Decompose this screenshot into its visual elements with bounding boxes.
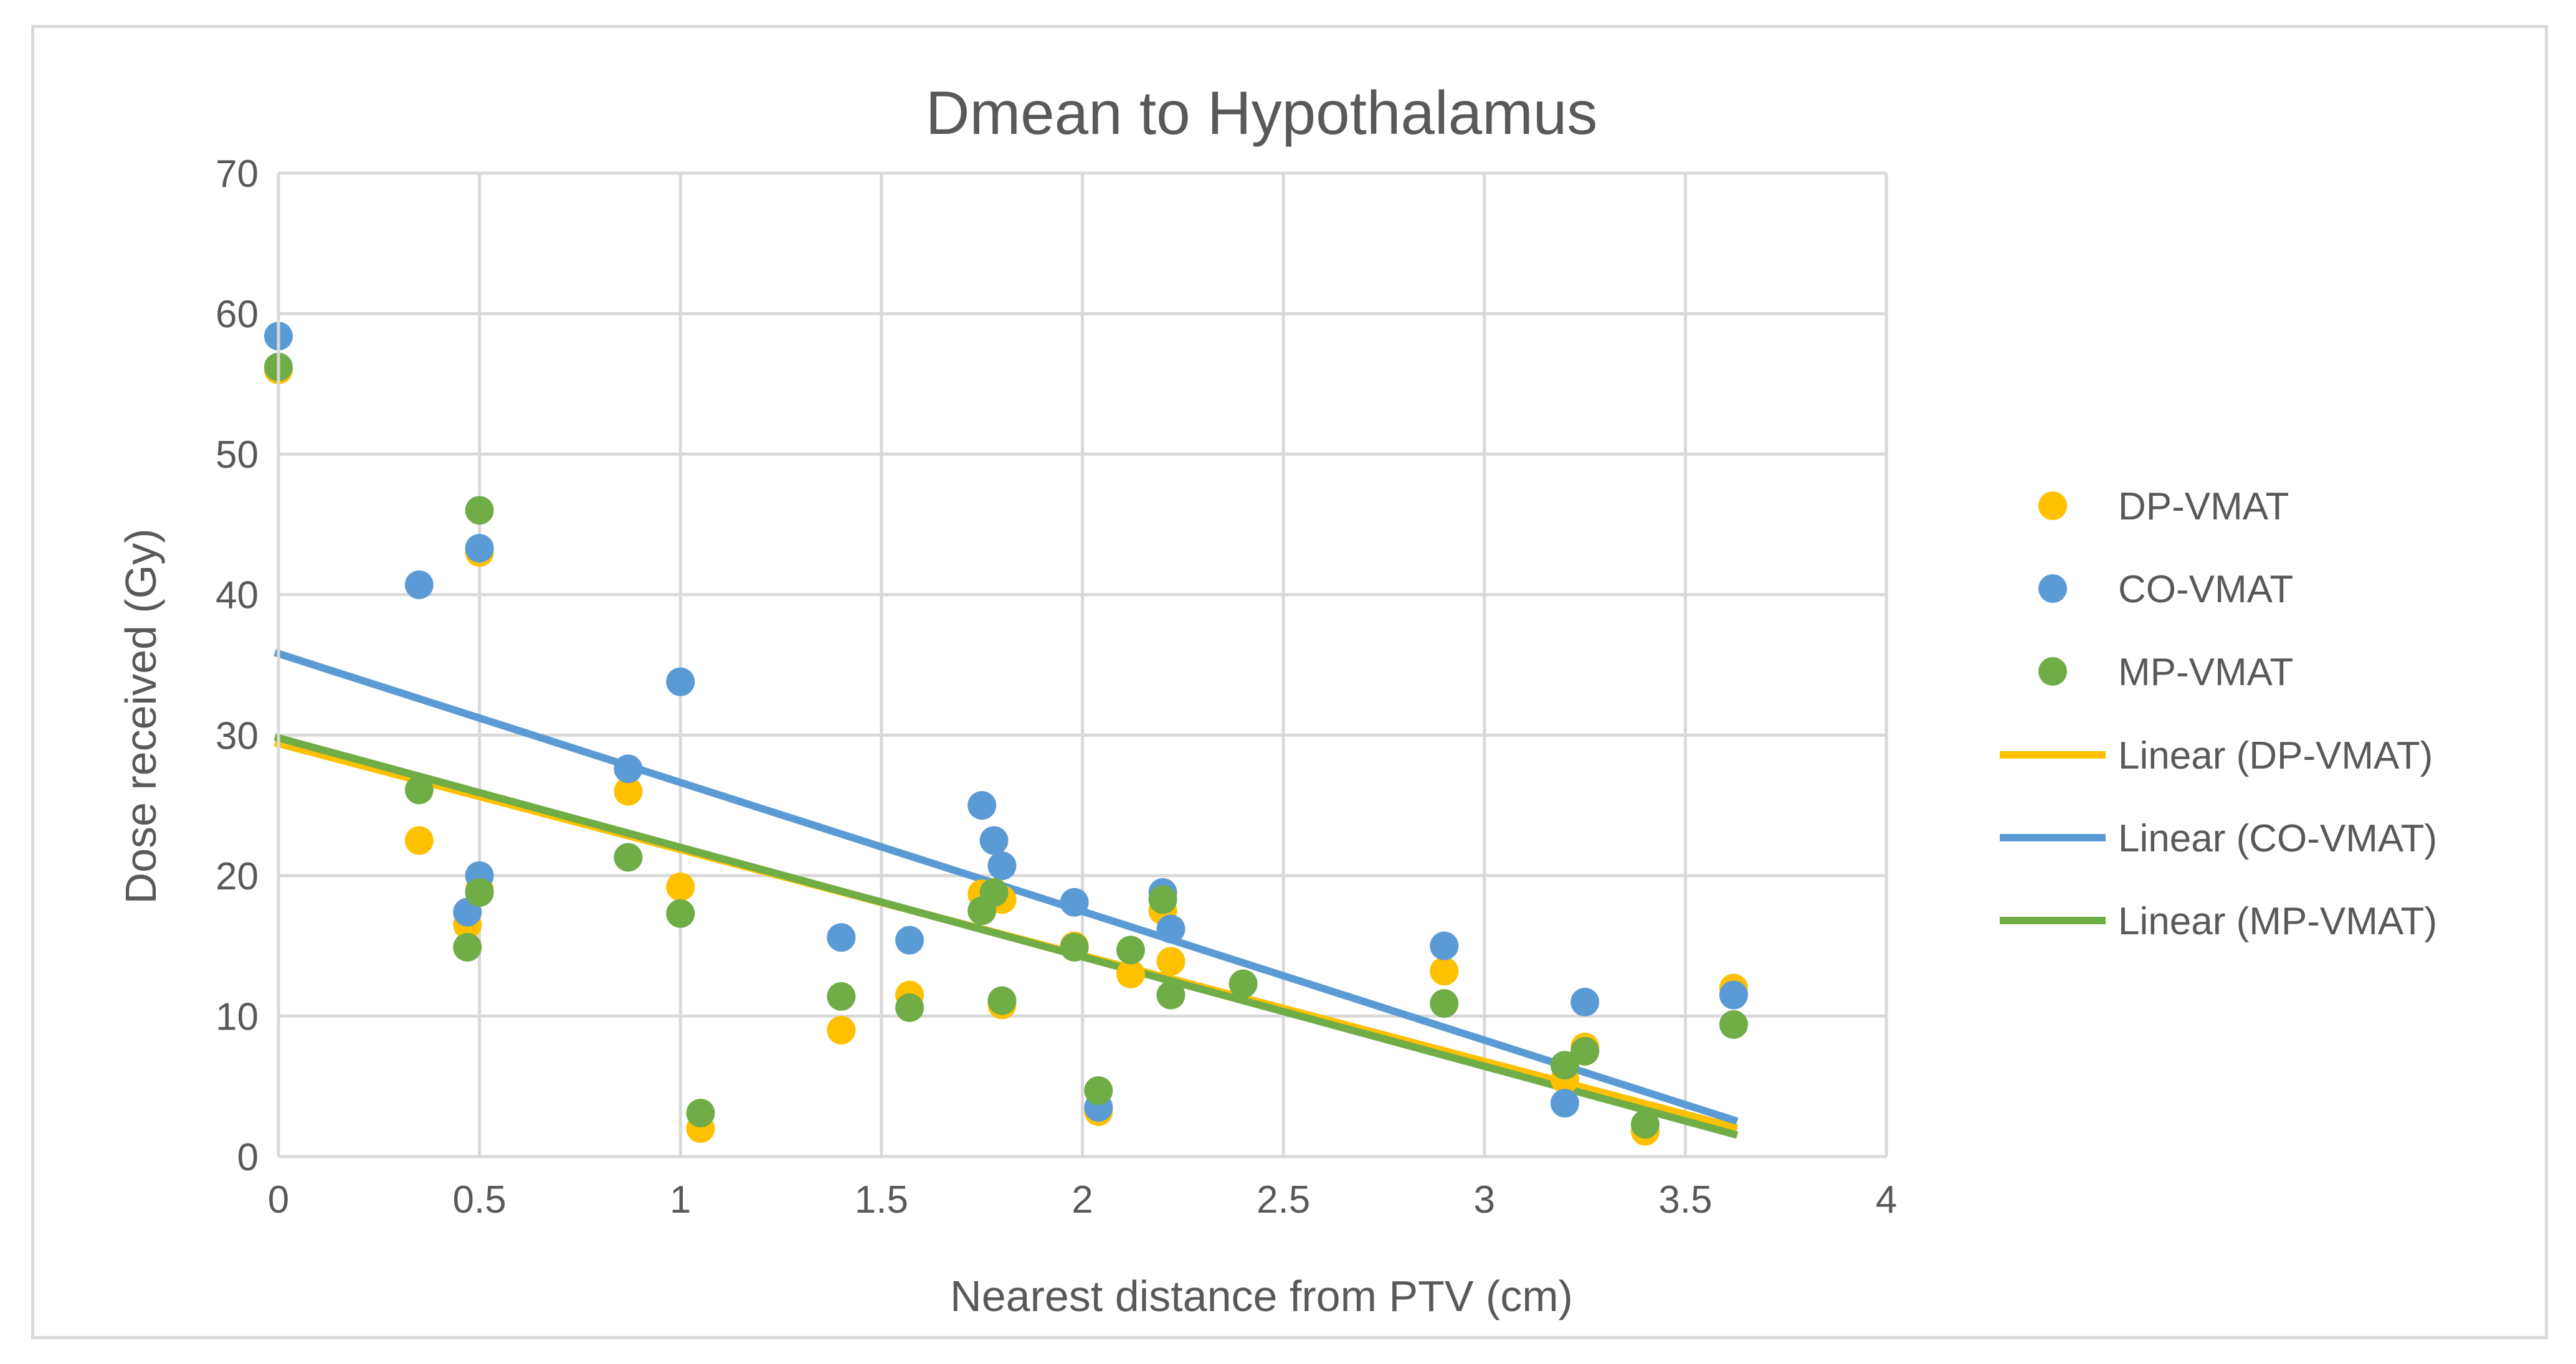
y-tick-label: 30 xyxy=(216,714,259,757)
point-mp-vmat xyxy=(979,878,1009,907)
point-mp-vmat xyxy=(895,993,924,1022)
point-co-vmat xyxy=(967,791,997,820)
point-mp-vmat xyxy=(1116,935,1145,965)
point-co-vmat xyxy=(404,570,434,599)
point-mp-vmat xyxy=(1630,1110,1660,1139)
y-tick-label: 20 xyxy=(216,855,259,898)
point-mp-vmat xyxy=(666,899,695,928)
point-mp-vmat xyxy=(1084,1076,1113,1105)
point-mp-vmat xyxy=(1571,1036,1600,1066)
x-tick-label: 2.5 xyxy=(1257,1178,1310,1221)
point-mp-vmat xyxy=(453,932,482,962)
legend: DP-VMAT CO-VMAT MP-VMAT Linear (DP-VMAT) Lin… xyxy=(2000,485,2437,943)
point-co-vmat xyxy=(1719,980,1748,1010)
point-dp-vmat xyxy=(404,826,434,855)
point-mp-vmat xyxy=(686,1099,715,1128)
chart-frame xyxy=(31,25,2548,1339)
legend-label: Linear (MP-VMAT) xyxy=(2118,900,2437,943)
x-axis-label: Nearest distance from PTV (cm) xyxy=(950,1272,1573,1320)
y-tick-label: 40 xyxy=(216,574,259,617)
legend-label: CO-VMAT xyxy=(2118,568,2293,611)
chart-title: Dmean to Hypothalamus xyxy=(926,78,1598,147)
x-tick-label: 1 xyxy=(670,1178,691,1221)
legend-label: Linear (CO-VMAT) xyxy=(2118,817,2437,860)
point-co-vmat xyxy=(1156,914,1186,944)
point-mp-vmat xyxy=(1156,980,1186,1010)
y-tick-label: 60 xyxy=(216,293,259,336)
data-points xyxy=(264,321,1748,1146)
point-co-vmat xyxy=(1430,931,1459,960)
point-dp-vmat xyxy=(1156,947,1186,976)
point-mp-vmat xyxy=(827,982,856,1011)
legend-marker xyxy=(2038,574,2067,603)
legend-marker xyxy=(2038,657,2067,686)
y-tick-label: 0 xyxy=(237,1136,259,1179)
point-dp-vmat xyxy=(827,1015,856,1044)
point-mp-vmat xyxy=(1229,969,1258,998)
y-tick-label: 50 xyxy=(216,433,259,476)
point-co-vmat xyxy=(987,851,1017,881)
x-tick-label: 1.5 xyxy=(855,1178,908,1221)
point-co-vmat xyxy=(979,826,1009,855)
x-tick-label: 4 xyxy=(1876,1178,1897,1221)
point-mp-vmat xyxy=(1550,1051,1579,1080)
point-co-vmat xyxy=(1060,888,1089,917)
legend-label: MP-VMAT xyxy=(2118,651,2293,694)
y-tick-label: 10 xyxy=(216,995,259,1038)
trendline-linear-mp-vmat xyxy=(273,733,1739,1139)
point-mp-vmat xyxy=(1060,932,1089,962)
point-dp-vmat xyxy=(1116,959,1145,988)
gridlines xyxy=(278,171,1888,1157)
x-tick-label: 0.5 xyxy=(453,1178,506,1221)
x-tick-label: 0 xyxy=(268,1178,289,1221)
y-tick-label: 70 xyxy=(216,153,259,196)
point-mp-vmat xyxy=(614,843,643,872)
point-dp-vmat xyxy=(614,777,643,806)
point-mp-vmat xyxy=(987,986,1017,1015)
point-co-vmat xyxy=(895,926,924,955)
point-co-vmat xyxy=(1550,1089,1579,1118)
point-mp-vmat xyxy=(1430,989,1459,1018)
point-co-vmat xyxy=(614,754,643,784)
y-axis-label: Dose received (Gy) xyxy=(116,529,165,904)
point-mp-vmat xyxy=(1148,885,1177,914)
point-mp-vmat xyxy=(1719,1010,1748,1039)
point-co-vmat xyxy=(465,534,494,563)
legend-marker xyxy=(2038,491,2067,520)
point-co-vmat xyxy=(827,923,856,952)
point-dp-vmat xyxy=(666,872,695,901)
point-dp-vmat xyxy=(1430,957,1459,986)
point-co-vmat xyxy=(666,667,695,696)
legend-label: Linear (DP-VMAT) xyxy=(2118,734,2433,777)
axes: 0 10 20 30 40 50 60 70 0 0.5 1 1.5 2 2.5 3 3.5 4 xyxy=(216,153,1897,1221)
point-mp-vmat xyxy=(465,878,494,907)
x-tick-label: 3 xyxy=(1474,1178,1495,1221)
point-mp-vmat xyxy=(404,775,434,805)
point-mp-vmat xyxy=(465,496,494,525)
x-tick-label: 3.5 xyxy=(1658,1178,1712,1221)
x-tick-label: 2 xyxy=(1072,1178,1093,1221)
legend-label: DP-VMAT xyxy=(2118,485,2289,528)
point-co-vmat xyxy=(1571,987,1600,1016)
